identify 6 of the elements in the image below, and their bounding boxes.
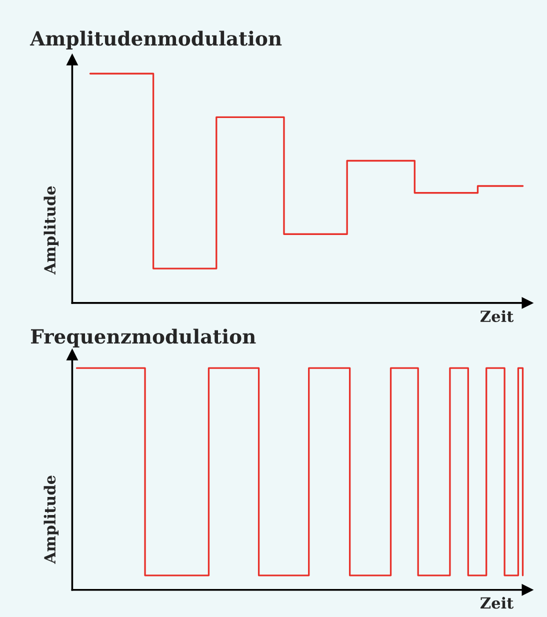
y-axis-title: Amplitude [44,476,59,564]
x-axis-title: Zeit [480,596,514,609]
chart-title: Amplitudenmodulation [30,30,282,50]
x-axis-title: Zeit [480,310,514,322]
chart-title: Frequenzmodulation [30,328,256,348]
y-axis-title: Amplitude [44,186,59,275]
